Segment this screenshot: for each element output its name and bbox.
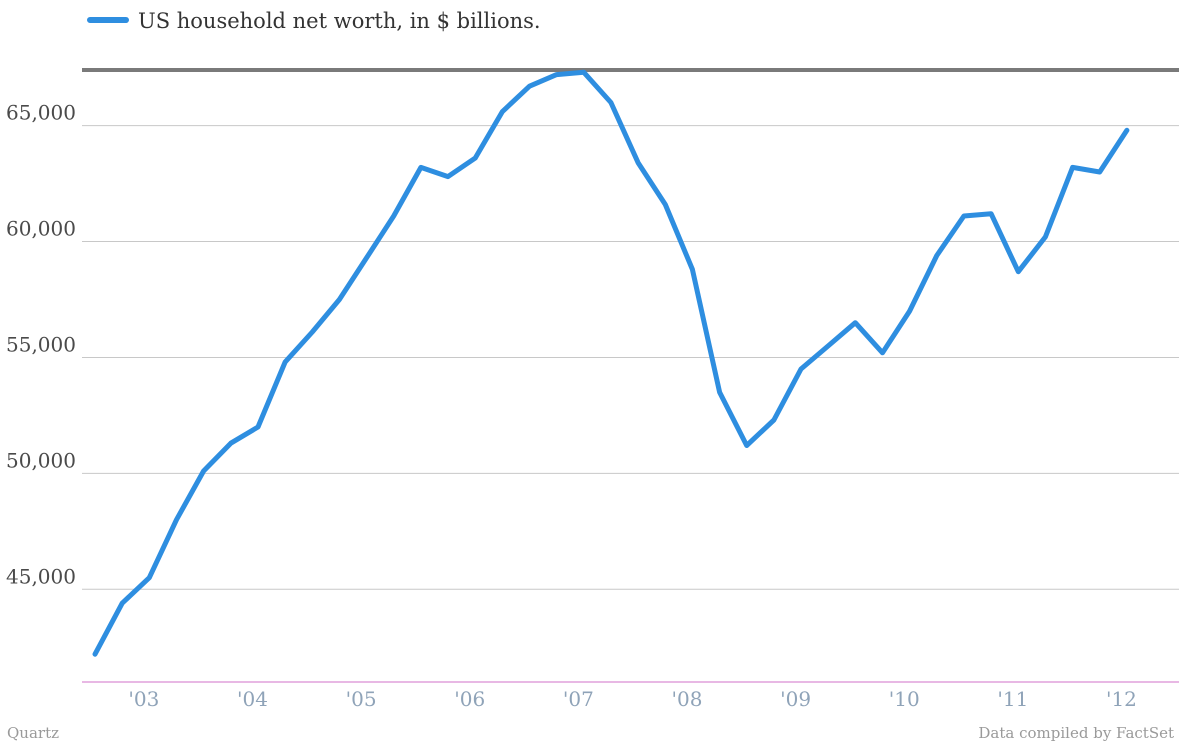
x-axis-tick-labels: '03 '04 '05 '06 '07 '08 '09 '10 '11 '12	[128, 687, 1136, 711]
x-tick-label: '08	[672, 687, 703, 711]
x-tick-label: '04	[237, 687, 268, 711]
gridlines	[82, 125, 1179, 590]
y-tick-label: 50,000	[6, 448, 76, 472]
x-tick-label: '05	[346, 687, 377, 711]
x-tick-label: '11	[997, 687, 1028, 711]
x-tick-label: '12	[1106, 687, 1137, 711]
legend: US household net worth, in $ billions.	[87, 9, 541, 33]
y-tick-label: 65,000	[6, 101, 76, 125]
x-tick-label: '06	[454, 687, 485, 711]
x-tick-label: '07	[563, 687, 594, 711]
series-line-net-worth	[92, 69, 1130, 657]
legend-label: US household net worth, in $ billions.	[138, 9, 541, 33]
x-tick-label: '10	[889, 687, 920, 711]
footer-source: Quartz	[7, 724, 59, 742]
y-tick-label: 55,000	[6, 332, 76, 356]
y-tick-label: 45,000	[6, 564, 76, 588]
y-tick-label: 60,000	[6, 217, 76, 241]
x-tick-label: '03	[128, 687, 159, 711]
y-axis-tick-labels: 45,000 50,000 55,000 60,000 65,000	[6, 101, 76, 589]
x-tick-label: '09	[780, 687, 811, 711]
footer-credit: Data compiled by FactSet	[978, 724, 1174, 742]
